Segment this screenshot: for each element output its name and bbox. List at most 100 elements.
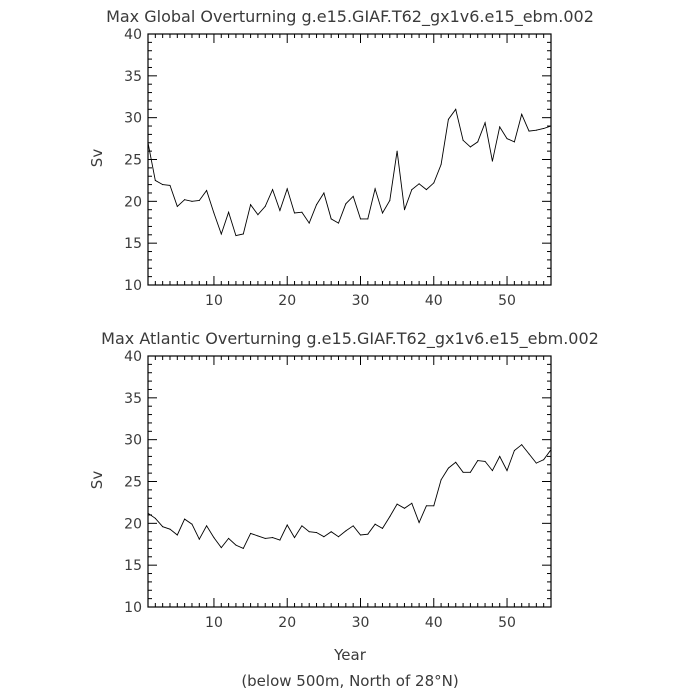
- y-tick-label: 25: [124, 475, 142, 491]
- data-point: [521, 444, 523, 446]
- data-point: [506, 470, 508, 472]
- data-point: [206, 189, 208, 191]
- data-point: [184, 199, 186, 201]
- data-point: [257, 535, 259, 537]
- data-point: [499, 455, 501, 457]
- data-point: [455, 461, 457, 463]
- data-point: [345, 530, 347, 532]
- y-tick-label: 10: [124, 278, 142, 294]
- global-overturning-panel: Max Global Overturning g.e15.GIAF.T62_gx…: [88, 7, 594, 309]
- data-point: [403, 507, 405, 509]
- data-point: [374, 188, 376, 190]
- data-point: [499, 126, 501, 128]
- data-point: [484, 460, 486, 462]
- data-point: [381, 212, 383, 214]
- data-point: [235, 544, 237, 546]
- data-point: [147, 512, 149, 514]
- data-point: [491, 470, 493, 472]
- data-point: [484, 122, 486, 124]
- y-tick-label: 35: [124, 391, 142, 407]
- data-point: [250, 532, 252, 534]
- x-tick-label: 50: [498, 615, 516, 631]
- data-point: [389, 199, 391, 201]
- data-point: [477, 460, 479, 462]
- data-point: [294, 537, 296, 539]
- x-tick-label: 20: [278, 293, 296, 309]
- data-point: [220, 547, 222, 549]
- data-point: [250, 204, 252, 206]
- data-point: [242, 547, 244, 549]
- y-tick-label: 15: [124, 236, 142, 252]
- data-point: [169, 528, 171, 530]
- data-point: [308, 222, 310, 224]
- data-point: [352, 195, 354, 197]
- data-point: [396, 150, 398, 152]
- x-tick-label: 10: [205, 615, 223, 631]
- data-point: [162, 526, 164, 528]
- data-point: [323, 192, 325, 194]
- data-point: [396, 503, 398, 505]
- data-point: [279, 210, 281, 212]
- data-point: [528, 130, 530, 132]
- data-point: [367, 218, 369, 220]
- data-point: [264, 537, 266, 539]
- data-point: [286, 188, 288, 190]
- y-tick-label: 15: [124, 558, 142, 574]
- data-point: [184, 518, 186, 520]
- data-point: [403, 209, 405, 211]
- data-point: [220, 233, 222, 235]
- data-point: [147, 142, 149, 144]
- data-point: [462, 471, 464, 473]
- data-point: [154, 179, 156, 181]
- data-point: [162, 184, 164, 186]
- data-point: [425, 505, 427, 507]
- data-point: [359, 218, 361, 220]
- footnote: (below 500m, North of 28°N): [241, 672, 458, 690]
- data-point: [235, 235, 237, 237]
- data-point: [389, 516, 391, 518]
- y-tick-label: 10: [124, 600, 142, 616]
- data-point: [462, 139, 464, 141]
- y-tick-label: 40: [124, 27, 142, 43]
- data-point: [359, 534, 361, 536]
- y-tick-label: 25: [124, 153, 142, 169]
- data-point: [411, 502, 413, 504]
- data-point: [286, 524, 288, 526]
- y-tick-label: 35: [124, 69, 142, 85]
- data-point: [228, 211, 230, 213]
- data-point: [521, 113, 523, 115]
- data-point: [513, 141, 515, 143]
- data-point: [469, 146, 471, 148]
- data-point: [447, 118, 449, 120]
- y-tick-label: 20: [124, 194, 142, 210]
- data-point: [330, 531, 332, 533]
- data-point: [301, 525, 303, 527]
- y-tick-label: 20: [124, 516, 142, 532]
- data-point: [338, 222, 340, 224]
- y-axis-label: Sv: [88, 471, 106, 490]
- data-point: [543, 128, 545, 130]
- data-point: [433, 505, 435, 507]
- data-point: [323, 536, 325, 538]
- data-point: [411, 189, 413, 191]
- data-point: [455, 108, 457, 110]
- data-point: [418, 521, 420, 523]
- data-point: [440, 479, 442, 481]
- data-point: [242, 233, 244, 235]
- series-line: [147, 108, 552, 237]
- data-point: [447, 467, 449, 469]
- data-point: [213, 212, 215, 214]
- x-tick-label: 30: [352, 293, 370, 309]
- x-tick-label: 50: [498, 293, 516, 309]
- data-point: [491, 160, 493, 162]
- chart-title: Max Global Overturning g.e15.GIAF.T62_gx…: [106, 7, 594, 27]
- data-point: [506, 138, 508, 140]
- data-point: [535, 462, 537, 464]
- data-point: [367, 533, 369, 535]
- data-point: [528, 453, 530, 455]
- data-point: [543, 459, 545, 461]
- data-point: [279, 539, 281, 541]
- data-point: [513, 450, 515, 452]
- y-axis-label: Sv: [88, 149, 106, 168]
